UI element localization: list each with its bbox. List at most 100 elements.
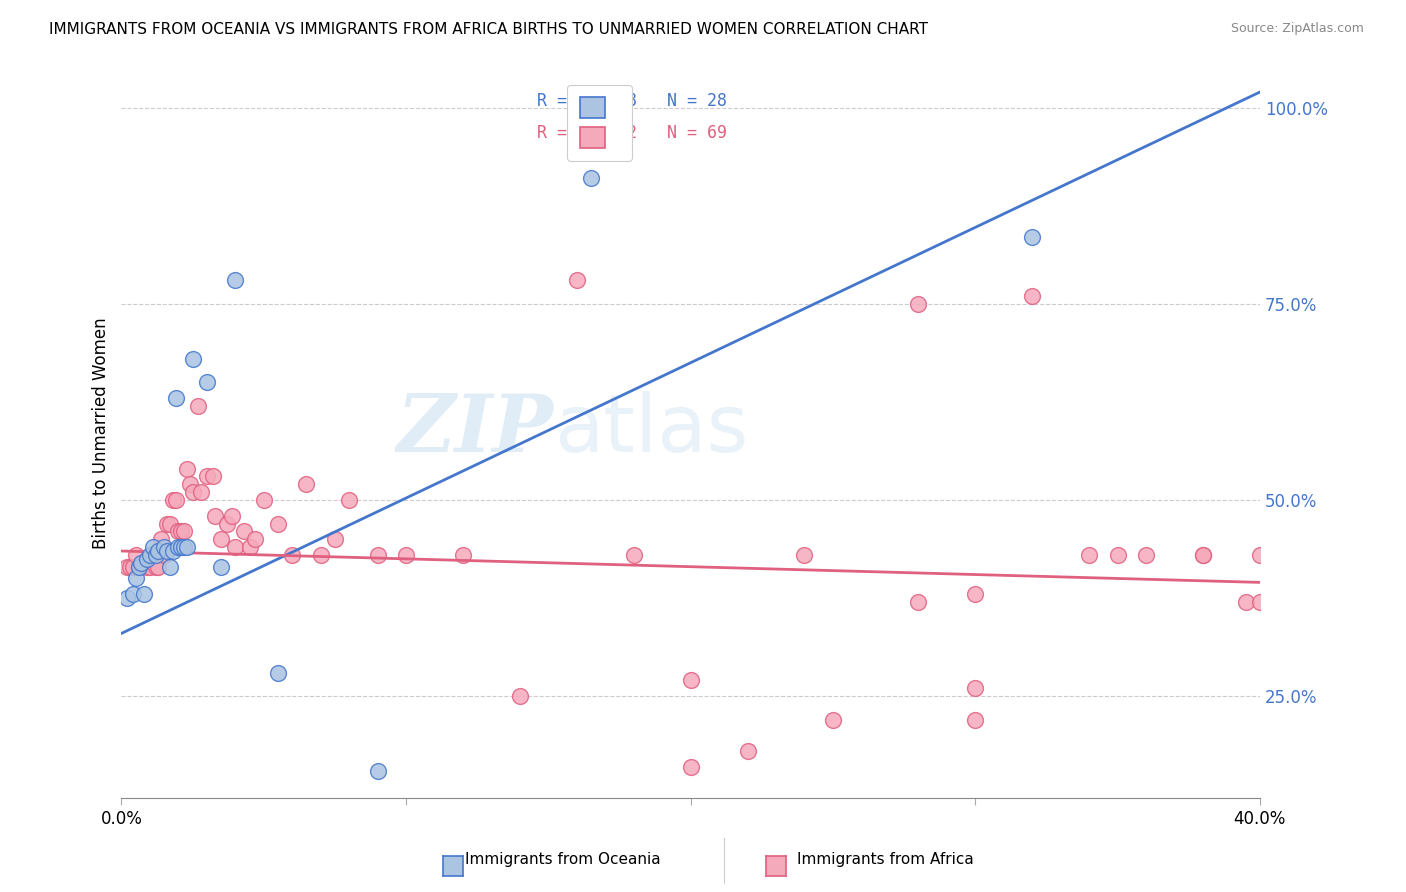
Point bbox=[337, 493, 360, 508]
Point bbox=[201, 469, 224, 483]
Point bbox=[181, 485, 204, 500]
Point bbox=[245, 533, 267, 547]
Point bbox=[136, 559, 159, 574]
Text: R = -0.062   N = 69: R = -0.062 N = 69 bbox=[537, 124, 727, 142]
Point bbox=[238, 540, 260, 554]
Point bbox=[451, 548, 474, 562]
Point bbox=[1107, 548, 1129, 562]
Point bbox=[821, 713, 844, 727]
Point bbox=[737, 744, 759, 758]
Point bbox=[281, 548, 304, 562]
Point bbox=[1135, 548, 1157, 562]
Point bbox=[579, 171, 602, 186]
Point bbox=[115, 591, 138, 605]
Point bbox=[395, 548, 418, 562]
Point bbox=[204, 508, 226, 523]
Point bbox=[565, 273, 588, 287]
Point bbox=[173, 524, 195, 539]
Point bbox=[159, 559, 181, 574]
Point bbox=[145, 548, 167, 562]
Point bbox=[209, 559, 232, 574]
Point bbox=[153, 548, 176, 562]
Point bbox=[131, 556, 153, 570]
Point bbox=[165, 493, 187, 508]
Y-axis label: Births to Unmarried Women: Births to Unmarried Women bbox=[93, 318, 110, 549]
Point bbox=[142, 548, 165, 562]
Legend: , : , bbox=[567, 85, 633, 161]
Point bbox=[367, 764, 389, 778]
Text: R =  0.518   N = 28: R = 0.518 N = 28 bbox=[537, 92, 727, 110]
Point bbox=[195, 376, 218, 390]
Point bbox=[131, 559, 153, 574]
Point bbox=[179, 477, 201, 491]
Text: ZIP: ZIP bbox=[396, 391, 554, 468]
Point bbox=[851, 806, 873, 821]
Point bbox=[1234, 595, 1257, 609]
Point bbox=[1192, 548, 1215, 562]
Point bbox=[121, 587, 143, 601]
Point bbox=[150, 533, 173, 547]
Point bbox=[253, 493, 276, 508]
Point bbox=[190, 485, 212, 500]
Point bbox=[323, 533, 346, 547]
Point bbox=[124, 548, 146, 562]
Point bbox=[907, 595, 929, 609]
Point bbox=[1021, 289, 1043, 303]
Point bbox=[623, 548, 645, 562]
Point bbox=[170, 524, 193, 539]
Point bbox=[232, 524, 254, 539]
Text: IMMIGRANTS FROM OCEANIA VS IMMIGRANTS FROM AFRICA BIRTHS TO UNMARRIED WOMEN CORR: IMMIGRANTS FROM OCEANIA VS IMMIGRANTS FR… bbox=[49, 22, 928, 37]
Point bbox=[224, 540, 246, 554]
Point bbox=[118, 559, 141, 574]
Point bbox=[153, 540, 176, 554]
Point bbox=[221, 508, 243, 523]
Point bbox=[124, 572, 146, 586]
Point bbox=[128, 559, 150, 574]
Point bbox=[134, 556, 156, 570]
Point bbox=[309, 548, 332, 562]
Point bbox=[115, 559, 138, 574]
Point bbox=[121, 559, 143, 574]
Point bbox=[1192, 548, 1215, 562]
Point bbox=[156, 516, 179, 531]
Point bbox=[167, 524, 190, 539]
Point bbox=[181, 351, 204, 366]
Point bbox=[1249, 595, 1271, 609]
Point bbox=[159, 516, 181, 531]
Point bbox=[156, 544, 179, 558]
Point bbox=[128, 559, 150, 574]
Point bbox=[1078, 548, 1101, 562]
Point bbox=[965, 681, 987, 696]
Point bbox=[162, 544, 184, 558]
Text: Immigrants from Africa: Immigrants from Africa bbox=[797, 852, 974, 867]
Point bbox=[367, 548, 389, 562]
Point bbox=[167, 540, 190, 554]
Point bbox=[793, 548, 815, 562]
Point bbox=[176, 540, 198, 554]
Point bbox=[224, 273, 246, 287]
Point bbox=[1249, 548, 1271, 562]
Point bbox=[679, 760, 702, 774]
Point bbox=[162, 493, 184, 508]
Point bbox=[145, 559, 167, 574]
Point bbox=[139, 559, 162, 574]
Text: Source: ZipAtlas.com: Source: ZipAtlas.com bbox=[1230, 22, 1364, 36]
Point bbox=[679, 673, 702, 688]
Point bbox=[187, 399, 209, 413]
Point bbox=[195, 469, 218, 483]
Point bbox=[139, 548, 162, 562]
Text: Immigrants from Oceania: Immigrants from Oceania bbox=[464, 852, 661, 867]
Point bbox=[965, 713, 987, 727]
Point bbox=[136, 552, 159, 566]
Text: atlas: atlas bbox=[554, 391, 748, 468]
Point bbox=[267, 665, 290, 680]
Point bbox=[295, 477, 318, 491]
Point bbox=[907, 297, 929, 311]
Point bbox=[267, 516, 290, 531]
Point bbox=[173, 540, 195, 554]
Point bbox=[148, 544, 170, 558]
Point bbox=[165, 391, 187, 405]
Point bbox=[170, 540, 193, 554]
Point bbox=[176, 461, 198, 475]
Point bbox=[134, 587, 156, 601]
